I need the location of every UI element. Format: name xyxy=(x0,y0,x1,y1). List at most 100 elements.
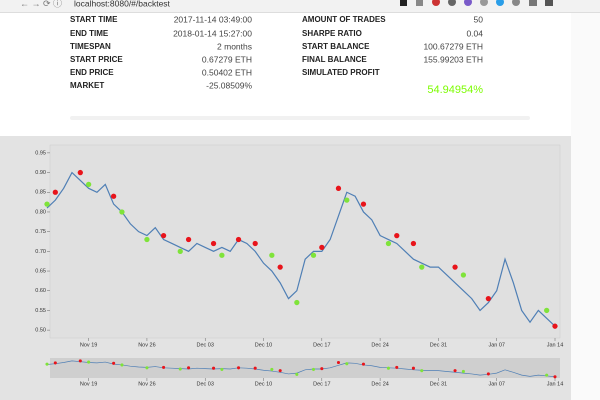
trade-marker xyxy=(160,232,167,239)
x-tick-label: Nov 26 xyxy=(138,342,155,348)
trade-marker xyxy=(544,307,550,314)
trade-marker xyxy=(52,189,58,195)
nav-trade-marker xyxy=(320,367,324,371)
trade-marker xyxy=(344,197,350,203)
nav-trade-marker xyxy=(295,372,299,376)
trade-marker xyxy=(460,272,467,278)
nav-trade-marker xyxy=(361,362,365,366)
scroll-track xyxy=(70,116,530,120)
plot-area xyxy=(49,144,561,339)
nav-trade-marker xyxy=(253,366,257,370)
nav-trade-marker xyxy=(120,363,124,367)
nav-trade-marker xyxy=(420,369,424,373)
stat-label: END PRICE xyxy=(70,68,114,77)
nav-trade-marker xyxy=(545,373,549,377)
price-line xyxy=(46,171,556,327)
nav-trade-marker xyxy=(270,367,274,371)
x-tick-label: Nov 19 xyxy=(80,381,97,387)
trade-marker xyxy=(552,323,558,329)
x-tick-label: Jan 07 xyxy=(488,381,505,387)
stat-label: END TIME xyxy=(70,29,109,38)
stat-label: START BALANCE xyxy=(302,42,370,51)
trade-marker xyxy=(219,252,225,258)
y-tick-label: 0.80 xyxy=(35,209,46,215)
trade-marker xyxy=(235,236,242,243)
trade-marker xyxy=(252,240,258,247)
trade-marker xyxy=(177,248,183,254)
nav-trade-marker xyxy=(112,361,116,365)
y-tick-label: 0.85 xyxy=(35,190,46,196)
trade-marker xyxy=(485,295,492,302)
trade-marker xyxy=(119,209,125,215)
nav-trade-marker xyxy=(461,369,465,374)
stat-value: 155.99203 ETH xyxy=(423,54,483,64)
trade-marker xyxy=(85,181,92,188)
nav-trade-marker xyxy=(237,366,241,370)
trade-marker xyxy=(360,201,367,207)
trade-marker xyxy=(410,240,417,247)
trade-marker xyxy=(185,236,192,243)
trade-marker xyxy=(335,185,342,191)
stat-label: SHARPE RATIO xyxy=(302,29,362,38)
x-tick-label: Dec 24 xyxy=(371,381,388,387)
trade-marker xyxy=(294,299,300,306)
trade-marker xyxy=(394,232,400,239)
y-tick-label: 0.50 xyxy=(35,328,46,334)
x-tick-label: Nov 26 xyxy=(138,381,155,387)
stat-value: 50 xyxy=(474,14,484,24)
nav-trade-marker xyxy=(53,361,57,365)
y-tick-label: 0.95 xyxy=(35,150,46,156)
nav-trade-marker xyxy=(278,369,282,373)
trade-marker xyxy=(269,252,275,258)
stat-label: TIMESPAN xyxy=(70,42,111,51)
nav-trade-marker xyxy=(145,366,149,370)
nav-icons: ← → ⟳ ⓘ xyxy=(20,0,62,8)
y-tick-label: 0.70 xyxy=(35,249,46,255)
trade-marker xyxy=(452,264,458,270)
url: localhost:8080/#/backtest xyxy=(74,0,171,8)
trade-marker xyxy=(319,244,325,251)
y-tick-label: 0.90 xyxy=(35,170,46,176)
trade-marker xyxy=(385,240,392,247)
ext-icons xyxy=(400,0,553,6)
navigator xyxy=(50,358,560,378)
stat-value: -25.08509% xyxy=(206,80,252,90)
trade-marker xyxy=(144,236,150,243)
stat-label: MARKET xyxy=(70,81,104,90)
x-tick-label: Dec 17 xyxy=(313,381,330,387)
nav-trade-marker xyxy=(486,372,490,376)
y-tick-label: 0.75 xyxy=(35,229,46,235)
nav-trade-marker xyxy=(178,367,182,371)
stat-value: 2 months xyxy=(217,41,252,51)
nav-trade-marker xyxy=(311,367,316,371)
stat-value: 0.50402 ETH xyxy=(202,67,252,77)
stat-value: 0.04 xyxy=(466,28,483,38)
stat-value: 2017-11-14 03:49:00 xyxy=(174,14,253,24)
profit-value: 54.94954% xyxy=(427,84,483,96)
nav-trade-marker xyxy=(336,360,341,365)
stat-label: FINAL BALANCE xyxy=(302,55,367,64)
y-tick-label: 0.65 xyxy=(35,268,46,274)
x-tick-label: Dec 03 xyxy=(197,342,214,348)
nav-trade-marker xyxy=(162,365,166,369)
x-tick-label: Dec 31 xyxy=(430,381,447,387)
nav-trade-marker xyxy=(220,367,224,371)
nav-trade-marker xyxy=(453,369,457,373)
nav-trade-marker xyxy=(345,362,349,366)
nav-trade-marker xyxy=(87,360,91,364)
x-tick-label: Dec 03 xyxy=(197,381,214,387)
nav-trade-marker xyxy=(187,366,191,370)
nav-trade-marker xyxy=(411,366,415,370)
x-tick-label: Jan 14 xyxy=(547,381,564,387)
trade-marker xyxy=(277,264,283,270)
x-tick-label: Dec 10 xyxy=(255,342,272,348)
nav-trade-marker xyxy=(45,362,49,366)
stat-label: START TIME xyxy=(70,15,118,24)
stat-value: 100.67279 ETH xyxy=(423,41,483,51)
x-tick-label: Dec 24 xyxy=(371,342,388,348)
nav-trade-marker xyxy=(553,375,557,379)
x-tick-label: Dec 10 xyxy=(255,381,272,387)
scrollbar xyxy=(571,13,600,400)
